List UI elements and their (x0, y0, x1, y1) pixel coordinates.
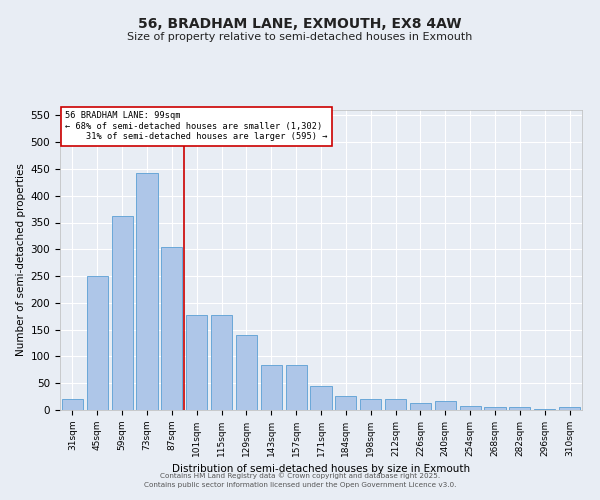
Bar (286, 365, 307, 410)
Bar (211, 314, 232, 410)
Bar (186, 314, 207, 410)
Y-axis label: Number of semi-detached properties: Number of semi-detached properties (16, 164, 26, 356)
Bar (62, 400, 83, 410)
Bar (87, 276, 108, 410)
Bar (410, 402, 431, 410)
Bar (534, 409, 555, 410)
Bar (385, 400, 406, 410)
Bar (136, 172, 158, 410)
Bar (161, 247, 182, 410)
X-axis label: Distribution of semi-detached houses by size in Exmouth: Distribution of semi-detached houses by … (172, 464, 470, 474)
Bar (509, 407, 530, 410)
Text: Size of property relative to semi-detached houses in Exmouth: Size of property relative to semi-detach… (127, 32, 473, 42)
Bar (484, 408, 506, 410)
Bar (460, 406, 481, 410)
Bar (310, 386, 332, 410)
Bar (559, 407, 580, 410)
Bar (236, 335, 257, 410)
Bar (261, 365, 282, 410)
Text: 56, BRADHAM LANE, EXMOUTH, EX8 4AW: 56, BRADHAM LANE, EXMOUTH, EX8 4AW (138, 18, 462, 32)
Text: Contains HM Land Registry data © Crown copyright and database right 2025.
Contai: Contains HM Land Registry data © Crown c… (144, 472, 456, 488)
Bar (360, 400, 381, 410)
Bar (112, 216, 133, 410)
Bar (335, 396, 356, 410)
Bar (435, 402, 456, 410)
Text: 56 BRADHAM LANE: 99sqm
← 68% of semi-detached houses are smaller (1,302)
    31%: 56 BRADHAM LANE: 99sqm ← 68% of semi-det… (65, 112, 328, 142)
